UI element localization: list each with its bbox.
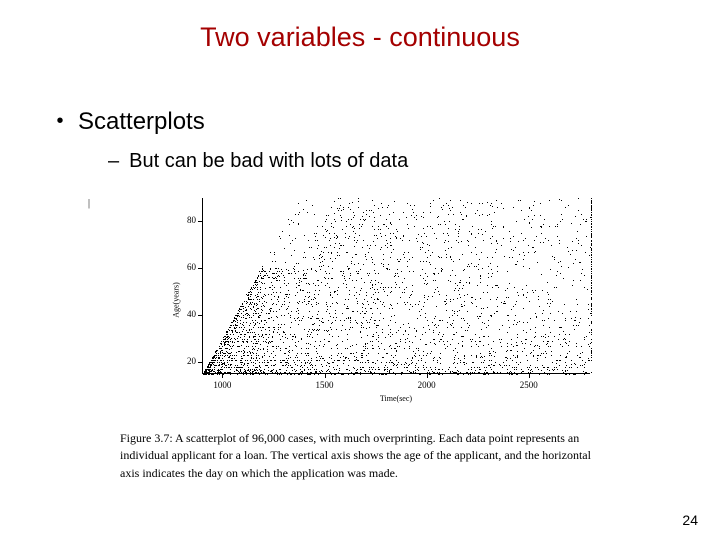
bullet-dash-icon: – <box>108 150 119 172</box>
y-tick <box>198 221 202 222</box>
slide-number: 24 <box>682 512 698 528</box>
y-tick-label: 40 <box>176 309 196 319</box>
y-tick <box>198 315 202 316</box>
y-tick-label: 20 <box>176 356 196 366</box>
bullet-level-1: • Scatterplots <box>56 108 205 136</box>
bullet-dot-icon: • <box>56 110 64 133</box>
x-tick <box>222 374 223 378</box>
slide: Two variables - continuous • Scatterplots… <box>0 0 720 540</box>
x-tick-label: 2500 <box>520 380 538 390</box>
bullet-level-2: –But can be bad with lots of data <box>108 150 408 173</box>
scatter-chart: Age(years) Time(sec) 2040608010001500200… <box>164 194 604 406</box>
x-tick <box>427 374 428 378</box>
figure: Age(years) Time(sec) 2040608010001500200… <box>164 194 604 482</box>
bullet-2-text: But can be bad with lots of data <box>129 150 408 172</box>
y-tick-label: 60 <box>176 262 196 272</box>
x-tick <box>529 374 530 378</box>
plot-area <box>202 198 590 374</box>
stray-mark: | <box>88 198 90 209</box>
x-tick-label: 2000 <box>418 380 436 390</box>
x-tick-label: 1000 <box>213 380 231 390</box>
x-tick-label: 1500 <box>316 380 334 390</box>
y-tick-label: 80 <box>176 215 196 225</box>
bullet-1-text: Scatterplots <box>78 108 205 135</box>
x-tick <box>325 374 326 378</box>
figure-caption: Figure 3.7: A scatterplot of 96,000 case… <box>120 430 608 482</box>
x-axis-label: Time(sec) <box>380 394 412 403</box>
y-tick <box>198 268 202 269</box>
y-tick <box>198 362 202 363</box>
slide-title: Two variables - continuous <box>0 22 720 53</box>
